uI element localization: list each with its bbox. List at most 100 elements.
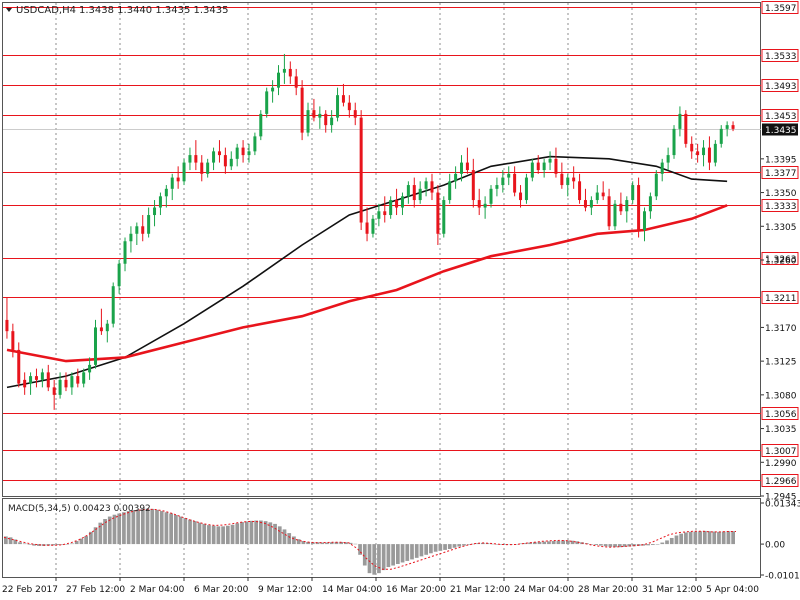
- macd-bar: [646, 544, 650, 546]
- macd-bar: [414, 544, 419, 558]
- macd-bar: [159, 511, 164, 545]
- candle-body: [454, 173, 458, 182]
- candle-body: [318, 113, 322, 118]
- price-level-tag: [761, 109, 799, 122]
- macd-bar: [292, 536, 296, 545]
- candle-body: [324, 113, 328, 126]
- macd-bar: [320, 542, 325, 545]
- candle-body: [259, 113, 263, 137]
- macd-axis: 0.01343 0.00 -0.0101: [761, 500, 800, 582]
- macd-bar: [655, 544, 660, 545]
- time-tick-label: 5 Apr 04:00: [706, 585, 759, 595]
- macd-bar: [353, 543, 358, 545]
- candle-body: [548, 158, 552, 163]
- candle-body: [707, 147, 711, 163]
- candle-body: [88, 364, 92, 373]
- candle-body: [542, 162, 546, 171]
- macd-bar: [499, 544, 504, 545]
- candle-body: [40, 372, 44, 380]
- candle-body: [117, 263, 121, 287]
- macd-bar: [438, 544, 443, 551]
- candle-body: [64, 379, 68, 388]
- candle-body: [164, 188, 168, 197]
- macd-bar: [542, 541, 547, 545]
- macd-bar: [273, 523, 277, 545]
- candle-body: [583, 200, 587, 208]
- price-tick-label: 1.3080: [765, 391, 797, 401]
- candle-body: [200, 162, 204, 174]
- macd-bar: [259, 520, 263, 545]
- candle-body: [365, 222, 369, 234]
- chart-menu-triangle-icon[interactable]: [6, 8, 12, 12]
- macd-bar: [575, 541, 580, 545]
- macd-bar: [207, 525, 211, 545]
- macd-bar: [263, 521, 268, 545]
- price-level-tag: [761, 444, 799, 457]
- time-axis: 22 Feb 2017 27 Feb 12:00 2 Mar 04:00 6 Mar …: [2, 577, 759, 595]
- macd-bar: [457, 544, 462, 547]
- macd-bar: [150, 508, 155, 545]
- macd-bar: [641, 544, 646, 546]
- macd-bar: [174, 515, 178, 545]
- candle-body: [619, 203, 623, 212]
- candle-body: [377, 211, 381, 219]
- candle-body: [206, 162, 210, 174]
- macd-bar: [561, 540, 565, 545]
- macd-bar: [594, 544, 599, 546]
- price-level-lines: [3, 7, 761, 481]
- candle-body: [424, 181, 428, 189]
- macd-bar: [698, 531, 702, 545]
- candle-body: [23, 379, 27, 388]
- macd-bar: [93, 527, 98, 545]
- macd-bar: [367, 544, 372, 574]
- macd-bar: [627, 544, 632, 547]
- macd-bar: [8, 537, 13, 545]
- time-tick-label: 28 Mar 20:00: [578, 585, 638, 595]
- candle-body: [46, 372, 50, 388]
- candle-body: [690, 143, 694, 152]
- candle-body: [725, 125, 729, 129]
- macd-bar: [306, 541, 310, 545]
- macd-histogram: [3, 508, 736, 575]
- price-level-tag: [761, 252, 799, 265]
- candle-body: [507, 173, 511, 178]
- macd-bar: [282, 529, 287, 545]
- candle-body: [277, 72, 280, 88]
- macd-bar: [178, 516, 183, 545]
- candle-body: [94, 327, 97, 365]
- candle-body: [229, 158, 233, 167]
- candle-body: [123, 241, 127, 264]
- candle-body: [637, 185, 641, 231]
- macd-bar: [126, 511, 131, 545]
- current-price-tag: [762, 123, 798, 136]
- price-level-tag: [761, 291, 799, 304]
- macd-tick-label: 0.00: [765, 541, 785, 551]
- macd-bar: [362, 544, 367, 566]
- macd-bar: [268, 522, 273, 545]
- price-tick-label: 1.3170: [765, 324, 797, 334]
- macd-bar: [22, 543, 27, 545]
- price-level-label: 1.3493: [765, 82, 797, 92]
- candle-body: [306, 110, 310, 133]
- candle-body: [631, 185, 635, 201]
- macd-bar: [490, 543, 495, 545]
- candle-body: [430, 181, 434, 193]
- macd-bar: [433, 544, 438, 552]
- candle-body: [719, 128, 723, 144]
- candle-body: [448, 181, 452, 201]
- macd-bar: [51, 544, 55, 546]
- candle-body: [524, 177, 528, 201]
- candle-body: [235, 147, 239, 159]
- macd-bar: [79, 538, 84, 545]
- candle-body: [359, 117, 363, 223]
- macd-bar: [65, 544, 70, 545]
- macd-bar: [325, 542, 329, 545]
- candle-body: [371, 218, 375, 234]
- macd-bar: [13, 539, 18, 545]
- candle-body: [253, 136, 257, 152]
- macd-bar: [249, 520, 254, 545]
- candle-body: [153, 207, 157, 216]
- macd-bar: [386, 544, 391, 568]
- price-axis: 1.3597 1.3533 1.3493 1.3453 1.3377 1.3333 1.32…: [761, 1, 799, 503]
- candle-body: [460, 162, 463, 174]
